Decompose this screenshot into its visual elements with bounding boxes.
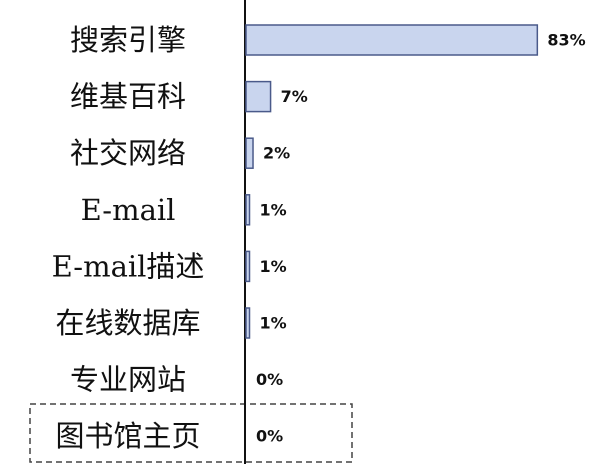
bar xyxy=(245,307,251,339)
value-label: 1% xyxy=(260,257,287,276)
value-label: 1% xyxy=(260,314,287,333)
value-label: 7% xyxy=(281,87,308,106)
value-label: 0% xyxy=(256,427,283,446)
category-label: E-mail xyxy=(81,193,176,227)
bar xyxy=(245,80,272,113)
category-label: 搜索引擎 xyxy=(70,23,186,57)
value-label: 1% xyxy=(260,200,287,219)
category-label: 社交网络 xyxy=(70,136,186,170)
highlight-box xyxy=(29,403,353,463)
value-label: 0% xyxy=(256,370,283,389)
category-label: E-mail描述 xyxy=(52,249,205,283)
value-label: 83% xyxy=(547,31,585,50)
bar xyxy=(245,250,251,283)
bar xyxy=(245,24,539,56)
category-label: 在线数据库 xyxy=(55,306,200,340)
bar xyxy=(245,194,251,226)
bar xyxy=(245,137,254,169)
category-label: 图书馆主页 xyxy=(55,419,200,453)
category-label: 维基百科 xyxy=(70,80,186,114)
category-label: 专业网站 xyxy=(70,363,186,397)
value-label: 2% xyxy=(263,144,290,163)
